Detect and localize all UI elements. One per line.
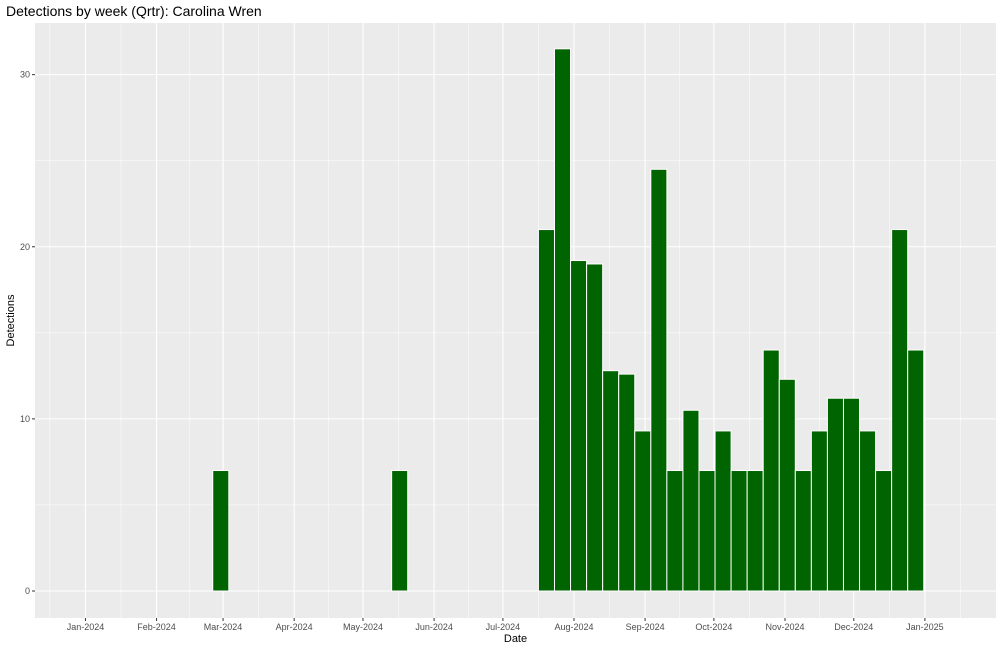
bar [746,470,764,592]
y-axis: 0 10 20 30 [20,70,35,596]
y-tick-label: 30 [20,70,30,80]
chart-title: Detections by week (Qrtr): Carolina Wren [6,3,262,19]
bar [875,470,893,592]
x-tick-label: Apr-2024 [276,622,313,632]
x-tick-label: Jun-2024 [415,622,453,632]
x-tick-label: Feb-2024 [137,622,176,632]
x-tick-label: Jul-2024 [486,622,521,632]
bar [698,470,716,592]
bar [212,470,230,592]
bar [891,229,909,592]
x-tick-label: Aug-2024 [554,622,593,632]
bar [666,470,684,592]
bar [650,168,668,592]
y-tick-label: 10 [20,414,30,424]
x-axis-title: Date [504,633,527,645]
bar [714,430,732,592]
bar [842,397,861,592]
bar [859,430,877,592]
bar [602,370,620,592]
bar [586,263,604,592]
x-tick-label: May-2024 [343,622,383,632]
grid-major [35,23,996,618]
bar [570,260,588,592]
bar [634,430,652,592]
bar [810,430,828,592]
bar [391,470,409,592]
y-tick-label: 0 [25,586,30,596]
x-tick-label: Sep-2024 [626,622,665,632]
bar [730,470,748,592]
x-tick-label: Dec-2024 [834,622,873,632]
bar [794,470,812,592]
x-tick-label: Nov-2024 [765,622,804,632]
y-axis-title: Detections [5,294,17,346]
x-tick-label: Oct-2024 [695,622,732,632]
x-axis: Jan-2024 Feb-2024 Mar-2024 Apr-2024 May-2024… [67,618,944,632]
x-tick-label: Mar-2024 [204,622,243,632]
bar [907,349,925,592]
bar [826,397,844,592]
bar [778,378,796,592]
x-tick-label: Jan-2025 [906,622,944,632]
bars [212,48,925,592]
bar [682,409,700,592]
bar [762,349,780,592]
bar [537,229,555,592]
y-tick-label: 20 [20,242,30,252]
bar [618,373,636,592]
x-tick-label: Jan-2024 [67,622,105,632]
bar [553,48,572,592]
